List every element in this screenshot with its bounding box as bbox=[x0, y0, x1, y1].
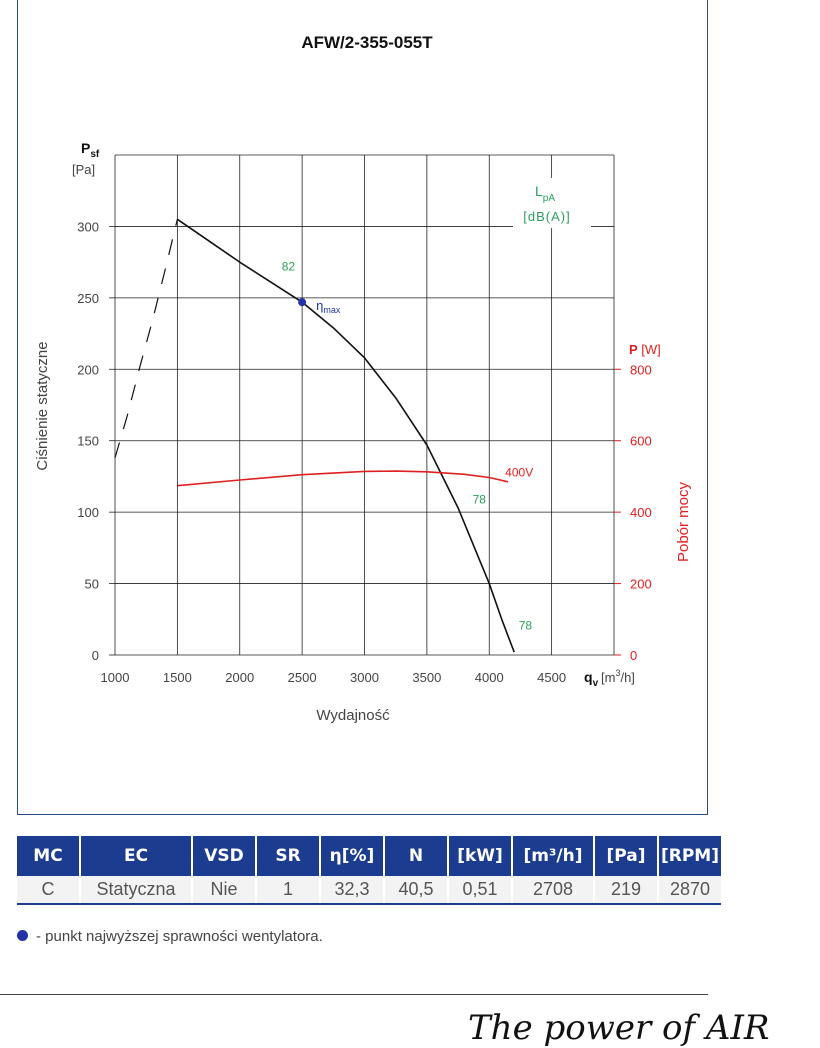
footer-divider bbox=[0, 994, 708, 995]
y-tick-label: 0 bbox=[92, 648, 99, 663]
y2-tick-label: 800 bbox=[630, 362, 652, 377]
y-axis-symbol-part: P bbox=[81, 140, 90, 156]
table-header-cell: [m³/h] bbox=[511, 836, 594, 876]
sound-unit-label: [dB(A)] bbox=[523, 209, 570, 224]
efficiency-point-label: ηmax bbox=[316, 298, 341, 315]
table-header-cell: EC bbox=[79, 836, 192, 876]
table-cell: C bbox=[17, 876, 80, 905]
y2-tick-label: 200 bbox=[630, 577, 652, 592]
table-cell: Statyczna bbox=[79, 876, 192, 905]
efficiency-point bbox=[298, 298, 307, 307]
table-header-cell: N bbox=[383, 836, 448, 876]
data-label: 78 bbox=[519, 618, 533, 632]
spec-table: MC EC VSD SR η[%] N [kW] [m³/h] [Pa] [RPM] C Staty… bbox=[17, 836, 721, 905]
y-tick-label: 50 bbox=[85, 577, 99, 592]
pressure-curve bbox=[176, 218, 515, 653]
y2-tick-label: 0 bbox=[630, 648, 637, 663]
x-tick-label: 1500 bbox=[163, 670, 192, 685]
efficiency-point-icon bbox=[17, 930, 28, 941]
table-header-cell: SR bbox=[255, 836, 320, 876]
data-label: 78 bbox=[473, 493, 487, 507]
data-label: 400V bbox=[505, 465, 533, 479]
x-tick-label: 2000 bbox=[225, 670, 254, 685]
table-header-row: MC EC VSD SR η[%] N [kW] [m³/h] [Pa] [RPM] bbox=[17, 836, 721, 876]
y-axis-symbol-part: sf bbox=[90, 149, 100, 160]
x-tick-label: 1000 bbox=[101, 670, 130, 685]
sound-label-box bbox=[513, 178, 591, 228]
data-label: 82 bbox=[282, 260, 296, 274]
table-cell: 40,5 bbox=[383, 876, 448, 905]
x-tick-label: 4000 bbox=[475, 670, 504, 685]
table-cell: 219 bbox=[593, 876, 658, 905]
x-tick-label: 4500 bbox=[537, 670, 566, 685]
x-axis-unit-part: /h] bbox=[620, 670, 634, 685]
y-axis-label: Ciśnienie statyczne bbox=[34, 341, 51, 470]
y2-axis-symbol: P [W] bbox=[629, 342, 661, 357]
y2-tick-label: 400 bbox=[630, 505, 652, 520]
efficiency-point-label-part: max bbox=[323, 305, 341, 315]
y2-axis-symbol-part: P bbox=[629, 342, 638, 357]
x-axis-symbol-part: v bbox=[593, 678, 599, 689]
efficiency-point-label-part: η bbox=[316, 298, 323, 313]
y-tick-label: 250 bbox=[77, 291, 99, 306]
slogan-logo: The power of AIR bbox=[468, 1008, 770, 1048]
chart-frame bbox=[17, 0, 708, 815]
x-axis-symbol: qv bbox=[584, 669, 599, 689]
x-axis-unit: [m3/h] bbox=[601, 668, 635, 685]
y2-axis-symbol-part: [W] bbox=[638, 342, 661, 357]
x-axis-label: Wydajność bbox=[316, 707, 390, 724]
y2-tick-label: 600 bbox=[630, 434, 652, 449]
y-tick-label: 100 bbox=[77, 505, 99, 520]
x-tick-label: 3000 bbox=[350, 670, 379, 685]
table-header-cell: [Pa] bbox=[593, 836, 658, 876]
legend-note-text: - punkt najwyższej sprawności wentylator… bbox=[36, 928, 323, 945]
table-header-cell: [kW] bbox=[447, 836, 512, 876]
table-cell: Nie bbox=[191, 876, 256, 905]
y-axis-unit: [Pa] bbox=[72, 162, 95, 177]
chart-title: AFW/2-355-055T bbox=[301, 33, 433, 52]
performance-chart: AFW/2-355-055T LpA [dB(A)] 0 50 100 150 200 250 3… bbox=[34, 33, 692, 724]
table-cell: 2708 bbox=[511, 876, 594, 905]
table-header-cell: MC bbox=[17, 836, 80, 876]
sound-label-part: L bbox=[535, 183, 543, 199]
table-cell: 1 bbox=[255, 876, 320, 905]
table-row: C Statyczna Nie 1 32,3 40,5 0,51 2708 219 2870 bbox=[17, 876, 721, 905]
sound-label: LpA bbox=[535, 183, 555, 204]
y-axis-symbol: Psf bbox=[81, 140, 100, 160]
system-curve bbox=[114, 219, 178, 459]
power-curve bbox=[177, 470, 509, 487]
x-tick-label: 3500 bbox=[412, 670, 441, 685]
x-tick-label: 2500 bbox=[288, 670, 317, 685]
y-tick-label: 300 bbox=[77, 219, 99, 234]
x-axis-unit-part: 3 bbox=[615, 668, 620, 678]
table-cell: 2870 bbox=[657, 876, 721, 905]
sound-label-part: pA bbox=[543, 193, 556, 204]
table-header-cell: [RPM] bbox=[657, 836, 721, 876]
table-header-cell: η[%] bbox=[319, 836, 384, 876]
table-header-cell: VSD bbox=[191, 836, 256, 876]
legend-note: - punkt najwyższej sprawności wentylator… bbox=[17, 928, 323, 945]
x-axis-unit-part: [m bbox=[601, 670, 615, 685]
y-tick-label: 150 bbox=[77, 434, 99, 449]
y2-axis-label: Pobór mocy bbox=[675, 481, 692, 562]
y-tick-label: 200 bbox=[77, 362, 99, 377]
table-cell: 32,3 bbox=[319, 876, 384, 905]
table-cell: 0,51 bbox=[447, 876, 512, 905]
x-axis-symbol-part: q bbox=[584, 669, 593, 685]
